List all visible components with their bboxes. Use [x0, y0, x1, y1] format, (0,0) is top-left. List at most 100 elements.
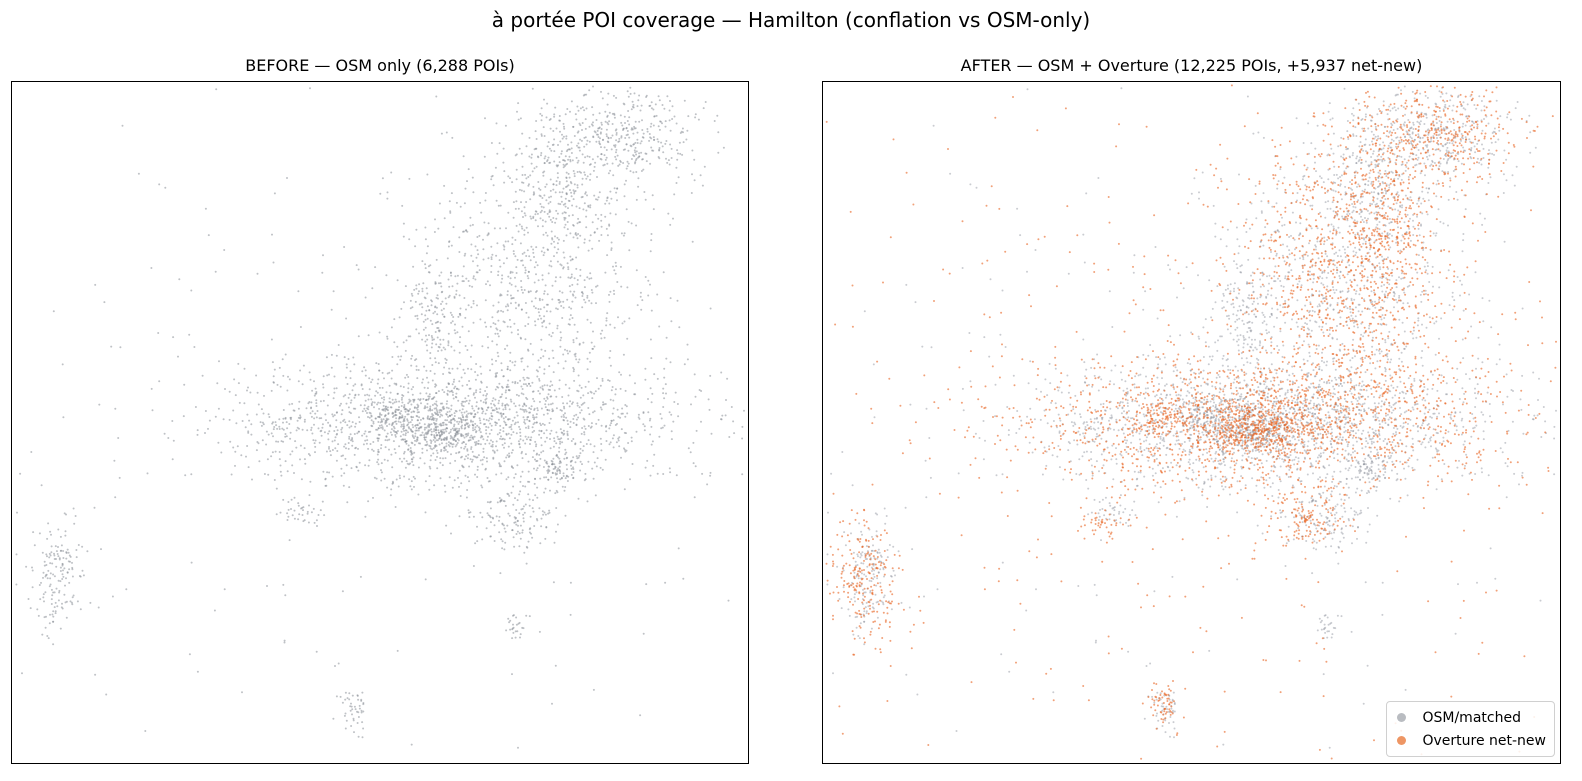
osm-point: [285, 435, 288, 438]
osm-point: [685, 138, 688, 141]
osm-point: [340, 431, 343, 434]
osm-matched-point: [1330, 428, 1333, 431]
osm-point: [513, 322, 516, 325]
osm-point: [379, 402, 382, 404]
osm-point: [403, 427, 405, 429]
osm-point: [678, 326, 681, 329]
osm-matched-point: [1115, 447, 1117, 450]
osm-point: [278, 451, 281, 453]
osm-point: [599, 332, 602, 335]
osm-point: [343, 472, 346, 475]
osm-point: [442, 373, 445, 375]
osm-point: [426, 376, 428, 379]
osm-point: [637, 156, 640, 159]
osm-matched-point: [1069, 403, 1072, 406]
osm-point: [437, 390, 440, 393]
osm-point: [270, 455, 273, 458]
osm-point: [151, 409, 154, 412]
osm-point: [407, 387, 410, 390]
osm-point: [93, 506, 96, 509]
osm-point: [670, 430, 673, 433]
osm-point: [333, 391, 336, 394]
osm-point: [409, 485, 412, 488]
osm-point: [396, 345, 399, 348]
osm-point: [384, 406, 387, 408]
osm-matched-point: [1387, 418, 1390, 421]
osm-point: [570, 307, 573, 310]
osm-point: [693, 496, 696, 499]
osm-point: [296, 419, 299, 422]
osm-point: [565, 186, 567, 188]
osm-point: [337, 344, 340, 346]
osm-point: [529, 515, 532, 518]
osm-point: [272, 375, 275, 378]
osm-point: [367, 398, 370, 401]
osm-point: [381, 426, 384, 429]
osm-point: [514, 630, 517, 633]
osm-point: [543, 251, 546, 254]
osm-point: [512, 631, 515, 634]
osm-point: [694, 465, 697, 468]
osm-point: [636, 142, 639, 144]
osm-point: [606, 103, 609, 106]
osm-point: [444, 297, 447, 300]
osm-point: [531, 381, 534, 384]
osm-point: [433, 417, 436, 420]
osm-point: [47, 637, 50, 640]
osm-matched-point: [1504, 441, 1507, 444]
osm-point: [449, 462, 452, 465]
osm-point: [255, 374, 258, 377]
osm-point: [524, 302, 527, 304]
osm-point: [520, 452, 523, 455]
osm-point: [71, 596, 74, 599]
osm-point: [608, 300, 611, 303]
osm-point: [50, 551, 53, 554]
osm-point: [424, 226, 427, 229]
osm-point: [289, 453, 292, 456]
osm-point: [648, 139, 651, 142]
osm-point: [523, 403, 526, 406]
osm-point: [605, 317, 608, 320]
osm-point: [345, 366, 348, 369]
osm-point: [506, 492, 509, 495]
osm-point: [339, 695, 342, 698]
osm-point: [372, 496, 374, 499]
osm-point: [532, 416, 535, 419]
osm-point: [661, 426, 664, 429]
osm-point: [566, 162, 569, 165]
osm-matched-point: [1284, 415, 1287, 418]
osm-matched-point: [1155, 356, 1158, 359]
osm-point: [546, 234, 549, 237]
osm-point: [597, 418, 600, 421]
osm-point: [424, 340, 427, 343]
osm-matched-point: [1384, 438, 1387, 440]
osm-point: [455, 293, 458, 296]
osm-point: [439, 413, 442, 416]
osm-point: [447, 407, 450, 410]
osm-matched-point: [1031, 451, 1034, 454]
osm-point: [694, 116, 697, 119]
osm-point: [514, 405, 517, 408]
osm-point: [302, 506, 305, 509]
osm-matched-point: [1188, 439, 1191, 442]
osm-point: [576, 105, 579, 108]
osm-matched-point: [1391, 396, 1394, 399]
osm-point: [218, 360, 220, 363]
osm-point: [502, 244, 505, 247]
osm-point: [661, 122, 663, 125]
osm-point: [593, 231, 596, 234]
osm-point: [462, 405, 465, 408]
osm-point: [444, 419, 447, 422]
osm-point: [581, 153, 584, 156]
osm-point: [643, 191, 646, 193]
osm-point: [421, 287, 424, 290]
osm-matched-point: [1093, 440, 1096, 443]
osm-point: [78, 575, 81, 577]
osm-point: [58, 557, 61, 560]
osm-point: [335, 426, 338, 428]
osm-point: [297, 407, 300, 410]
osm-point: [566, 221, 569, 223]
osm-point: [442, 307, 445, 310]
osm-point: [423, 436, 426, 439]
osm-matched-point: [1319, 432, 1322, 435]
